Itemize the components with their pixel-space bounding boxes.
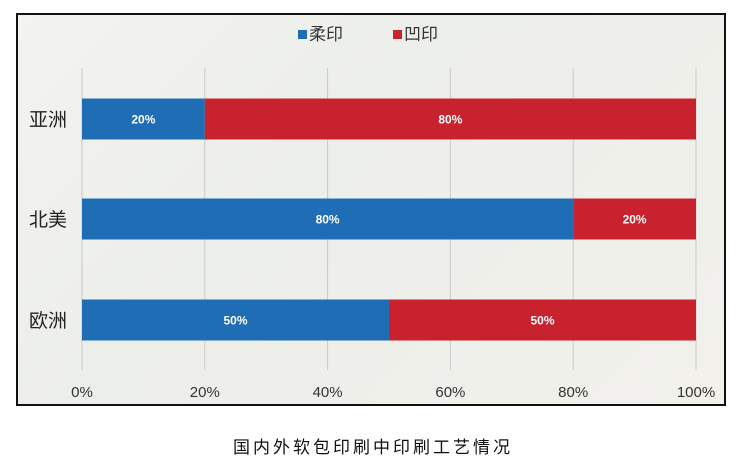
legend-label-0: 柔印 xyxy=(309,25,343,45)
x-tick-label-2: 40% xyxy=(313,384,343,401)
x-tick-label-1: 20% xyxy=(190,384,220,401)
bar-0-0 xyxy=(82,98,205,140)
x-tick-label-0: 0% xyxy=(71,384,93,401)
legend-label-1: 凹印 xyxy=(404,25,438,45)
x-tick-label-3: 60% xyxy=(435,384,465,401)
data-label-0-2: 50% xyxy=(223,314,247,328)
data-label-0-0: 20% xyxy=(131,113,155,127)
bar-0-2 xyxy=(82,299,389,341)
bar-1-2 xyxy=(389,299,696,341)
category-label-1: 北美 xyxy=(29,209,67,231)
x-tick-label-4: 80% xyxy=(558,384,588,401)
legend-swatch-0 xyxy=(298,30,307,39)
data-label-1-2: 50% xyxy=(530,314,554,328)
category-label-0: 亚洲 xyxy=(29,109,67,131)
bar-0-1 xyxy=(82,198,574,240)
data-label-1-1: 20% xyxy=(623,213,647,227)
chart-title: 国内外软包印刷中印刷工艺情况 xyxy=(233,438,513,458)
bar-1-0 xyxy=(204,98,697,140)
data-label-0-1: 80% xyxy=(316,213,340,227)
data-label-1-0: 80% xyxy=(438,113,462,127)
bar-1-1 xyxy=(573,198,696,240)
legend-swatch-1 xyxy=(393,30,402,39)
category-label-2: 欧洲 xyxy=(29,310,67,332)
x-tick-label-5: 100% xyxy=(677,384,715,401)
